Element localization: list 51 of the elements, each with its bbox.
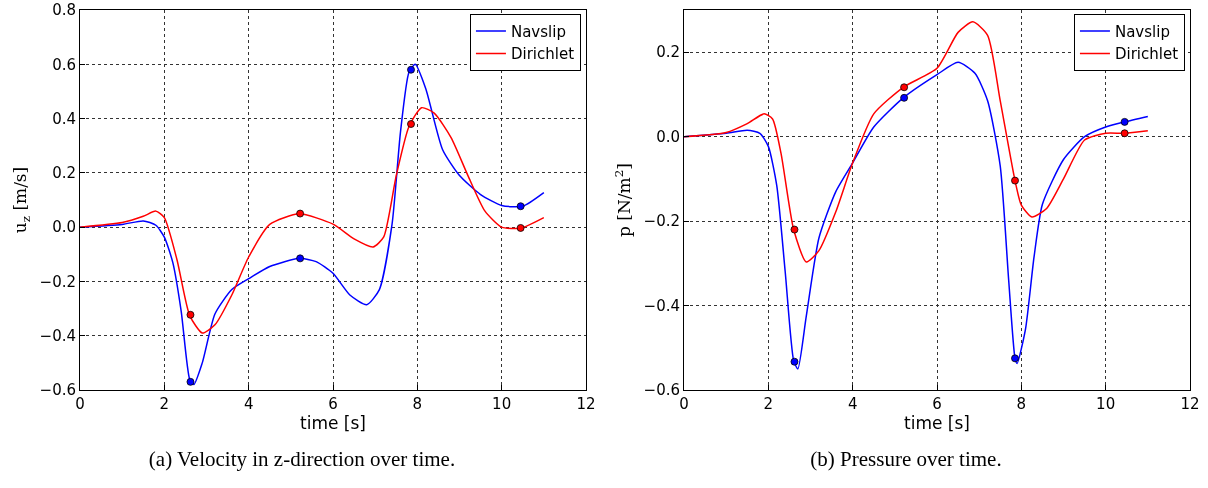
y-tick-label: 0.4 [52, 109, 76, 128]
y-tick-label: −0.4 [643, 296, 680, 315]
point [900, 83, 909, 92]
x-tick-label: 0 [75, 395, 85, 413]
y-tick-label: −0.2 [643, 212, 680, 231]
legend-label: Dirichlet [1114, 45, 1179, 64]
y-tick-label: 0.2 [52, 164, 76, 183]
point [296, 209, 305, 218]
y-tick-label: −0.6 [643, 381, 680, 400]
point [516, 202, 525, 211]
x-tick-label: 4 [243, 395, 254, 413]
point [790, 357, 799, 366]
x-tick-label: 2 [159, 395, 170, 413]
x-tick-label: 6 [932, 395, 942, 413]
x-tick-label: 10 [492, 395, 512, 413]
x-tick-label: 8 [412, 395, 423, 413]
legend-label: Navslip [1114, 22, 1170, 41]
y-tick-label: 0.0 [656, 127, 680, 146]
text: (b) Pressure over time. [809, 447, 1003, 472]
point [407, 120, 415, 128]
point [1011, 354, 1019, 363]
x-tick-label: 6 [328, 395, 338, 413]
x-axis-title: time [s] [904, 413, 970, 433]
y-tick-label: −0.6 [39, 381, 76, 400]
x-axis-title: time [s] [300, 413, 366, 433]
point [186, 377, 195, 386]
x-tick-label: 12 [576, 395, 596, 413]
point [296, 254, 305, 263]
x-tick-label: 4 [847, 395, 858, 413]
point [790, 225, 799, 234]
point [516, 224, 525, 232]
x-tick-label: 0 [679, 395, 689, 413]
point [900, 93, 909, 102]
point [1120, 129, 1129, 138]
point [1120, 117, 1129, 126]
legend-label: Dirichlet [510, 45, 575, 64]
legend-label: Navslip [510, 22, 566, 41]
point [1011, 176, 1019, 185]
y-tick-label: −0.2 [39, 272, 76, 291]
x-tick-label: 8 [1016, 395, 1027, 413]
text: (a) Velocity in z-direction over time. [147, 447, 457, 472]
y-tick-label: −0.4 [39, 326, 76, 345]
y-tick-label: 0.8 [52, 1, 76, 20]
point [186, 310, 195, 319]
x-tick-label: 2 [763, 395, 774, 413]
x-tick-label: 12 [1180, 395, 1200, 413]
y-tick-label: 0.6 [52, 55, 76, 74]
y-tick-label: 0.0 [52, 218, 76, 237]
x-tick-label: 10 [1096, 395, 1116, 413]
y-tick-label: 0.2 [656, 43, 680, 62]
point [407, 65, 415, 74]
